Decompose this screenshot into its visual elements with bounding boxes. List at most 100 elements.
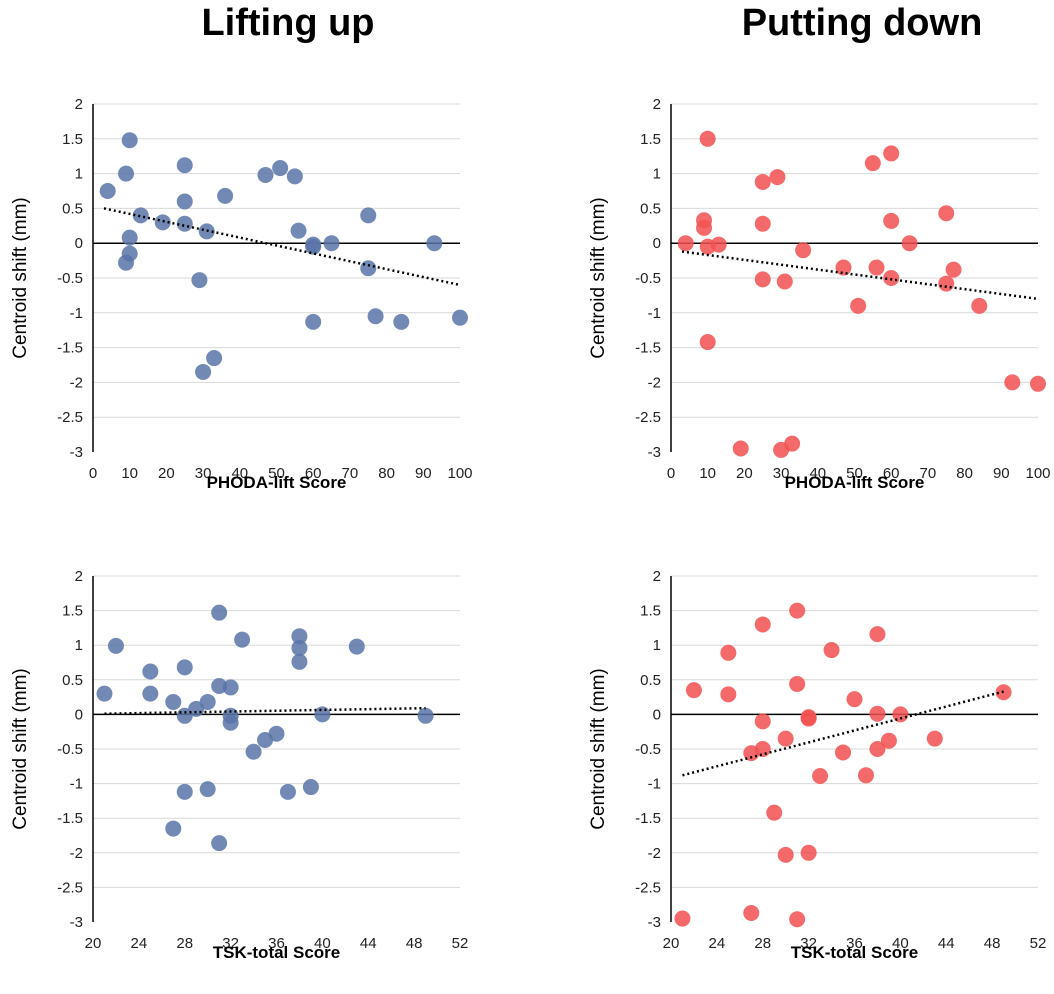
lift-phoda-x-tick-label: 100 — [447, 465, 472, 482]
column-title-putting-down: Putting down — [741, 2, 983, 44]
lift-phoda-data-point — [176, 157, 193, 174]
down-phoda-data-point — [883, 145, 900, 162]
lift-tsk-data-point — [107, 637, 124, 654]
down-tsk-data-point — [674, 910, 691, 927]
lift-phoda-x-tick-label: 50 — [268, 465, 285, 482]
down-phoda-x-tick-label: 90 — [993, 465, 1010, 482]
lift-phoda-data-point — [121, 132, 138, 149]
lift-phoda-data-point — [305, 238, 322, 255]
lift-tsk-y-tick-label: -0.5 — [57, 741, 83, 758]
lift-phoda-data-point — [191, 272, 208, 289]
lift-tsk-data-point — [291, 628, 308, 645]
lift-tsk-data-point — [245, 743, 262, 760]
lift-phoda-y-tick-label: 0.5 — [62, 200, 83, 217]
down-phoda-y-tick-label: 2 — [653, 96, 661, 113]
down-phoda-data-point — [1030, 375, 1046, 392]
down-phoda-y-tick-label: 0.5 — [640, 200, 661, 217]
lift-phoda-y-axis-label: Centroid shift (mm) — [10, 197, 31, 359]
lift-tsk-y-tick-label: -2 — [70, 845, 83, 862]
lift-tsk-x-axis-label: TSK-total Score — [213, 943, 341, 962]
lift-tsk-x-tick-label: 52 — [452, 935, 469, 952]
lift-tsk-data-point — [302, 779, 319, 796]
down-phoda-data-point — [769, 169, 786, 186]
lift-tsk-data-point — [291, 653, 308, 670]
lift-tsk-data-point — [142, 685, 159, 702]
down-phoda-data-point — [710, 236, 727, 253]
lift-phoda-x-tick-label: 90 — [415, 465, 432, 482]
down-phoda-data-point — [868, 259, 885, 276]
lift-tsk-x-tick-label: 24 — [131, 935, 148, 952]
down-tsk-x-tick-label: 28 — [754, 935, 771, 952]
lift-phoda-y-tick-label: -1.5 — [57, 340, 83, 357]
down-phoda-x-tick-label: 30 — [773, 465, 790, 482]
down-phoda-x-tick-label: 40 — [809, 465, 826, 482]
lift-tsk-data-point — [291, 639, 308, 656]
lift-phoda-data-point — [272, 160, 289, 177]
lift-tsk-data-point — [96, 685, 113, 702]
lift-tsk-data-point — [176, 659, 193, 676]
down-tsk-data-point — [869, 741, 886, 757]
down-phoda-data-point — [699, 130, 716, 147]
down-phoda-data-point — [850, 297, 867, 314]
lift-phoda-data-point — [426, 235, 443, 252]
down-tsk-data-point — [857, 767, 874, 784]
down-phoda-data-point — [945, 261, 962, 278]
lift-tsk-y-tick-label: -3 — [70, 914, 83, 931]
down-phoda-y-tick-label: -1 — [648, 305, 661, 322]
lift-phoda-y-tick-label: 1 — [75, 166, 83, 183]
lift-phoda-data-point — [206, 350, 223, 367]
down-tsk-data-point — [800, 710, 817, 727]
down-tsk-data-point — [835, 744, 852, 761]
lift-phoda-y-tick-label: 1.5 — [62, 131, 83, 148]
down-tsk-y-tick-label: -0.5 — [635, 741, 661, 758]
down-tsk-x-tick-label: 52 — [1030, 935, 1047, 952]
lift-phoda-y-tick-label: -0.5 — [57, 270, 83, 287]
lift-tsk-data-point — [199, 781, 216, 798]
down-tsk-data-point — [777, 846, 794, 863]
down-tsk-data-point — [754, 741, 771, 757]
lift-phoda-x-tick-label: 10 — [121, 465, 138, 482]
down-tsk-data-point — [720, 686, 737, 703]
down-tsk-x-tick-label: 32 — [800, 935, 817, 952]
down-tsk-y-tick-label: -2.5 — [635, 879, 661, 896]
lift-phoda-x-tick-label: 60 — [305, 465, 322, 482]
down-tsk-x-tick-label: 44 — [938, 935, 955, 952]
lift-tsk-x-tick-label: 44 — [360, 935, 377, 952]
down-phoda-x-tick-label: 80 — [956, 465, 973, 482]
down-phoda-x-tick-label: 70 — [920, 465, 937, 482]
lift-phoda-data-point — [257, 166, 274, 183]
down-tsk-data-point — [812, 767, 829, 784]
lift-tsk-data-point — [211, 604, 228, 621]
down-phoda-x-axis-label: PHODA-lift Score — [785, 473, 925, 492]
down-phoda-trendline — [681, 250, 1039, 301]
lift-phoda-data-point — [217, 187, 234, 204]
down-phoda-data-point — [938, 275, 955, 292]
down-phoda-y-tick-label: -0.5 — [635, 270, 661, 287]
lift-tsk-data-point — [211, 835, 228, 852]
lift-phoda-data-point — [360, 207, 377, 224]
lift-phoda-data-point — [132, 207, 149, 224]
down-phoda-x-tick-label: 60 — [883, 465, 900, 482]
down-tsk-y-tick-label: -1 — [648, 776, 661, 793]
lift-tsk-x-tick-label: 28 — [176, 935, 193, 952]
down-phoda-x-tick-label: 20 — [736, 465, 753, 482]
lift-phoda-x-tick-label: 20 — [158, 465, 175, 482]
down-tsk-data-point — [754, 616, 771, 633]
lift-phoda-trendline — [103, 207, 461, 287]
lift-phoda-data-point — [367, 308, 384, 325]
lift-phoda-x-tick-label: 80 — [378, 465, 395, 482]
lift-phoda-data-point — [360, 260, 377, 277]
lift-phoda-data-point — [452, 309, 468, 326]
down-tsk-data-point — [789, 602, 806, 619]
column-title-lifting-up: Lifting up — [201, 2, 375, 44]
down-phoda-y-tick-label: -1.5 — [635, 340, 661, 357]
down-phoda-data-point — [795, 242, 812, 259]
lift-tsk-data-point — [199, 693, 216, 710]
lift-tsk-y-tick-label: 2 — [75, 568, 83, 585]
down-tsk-data-point — [846, 691, 863, 708]
down-tsk-x-axis-label: TSK-total Score — [791, 943, 919, 962]
down-tsk-y-tick-label: -3 — [648, 914, 661, 931]
down-phoda-data-point — [699, 334, 716, 351]
lift-phoda-x-tick-label: 0 — [89, 465, 97, 482]
